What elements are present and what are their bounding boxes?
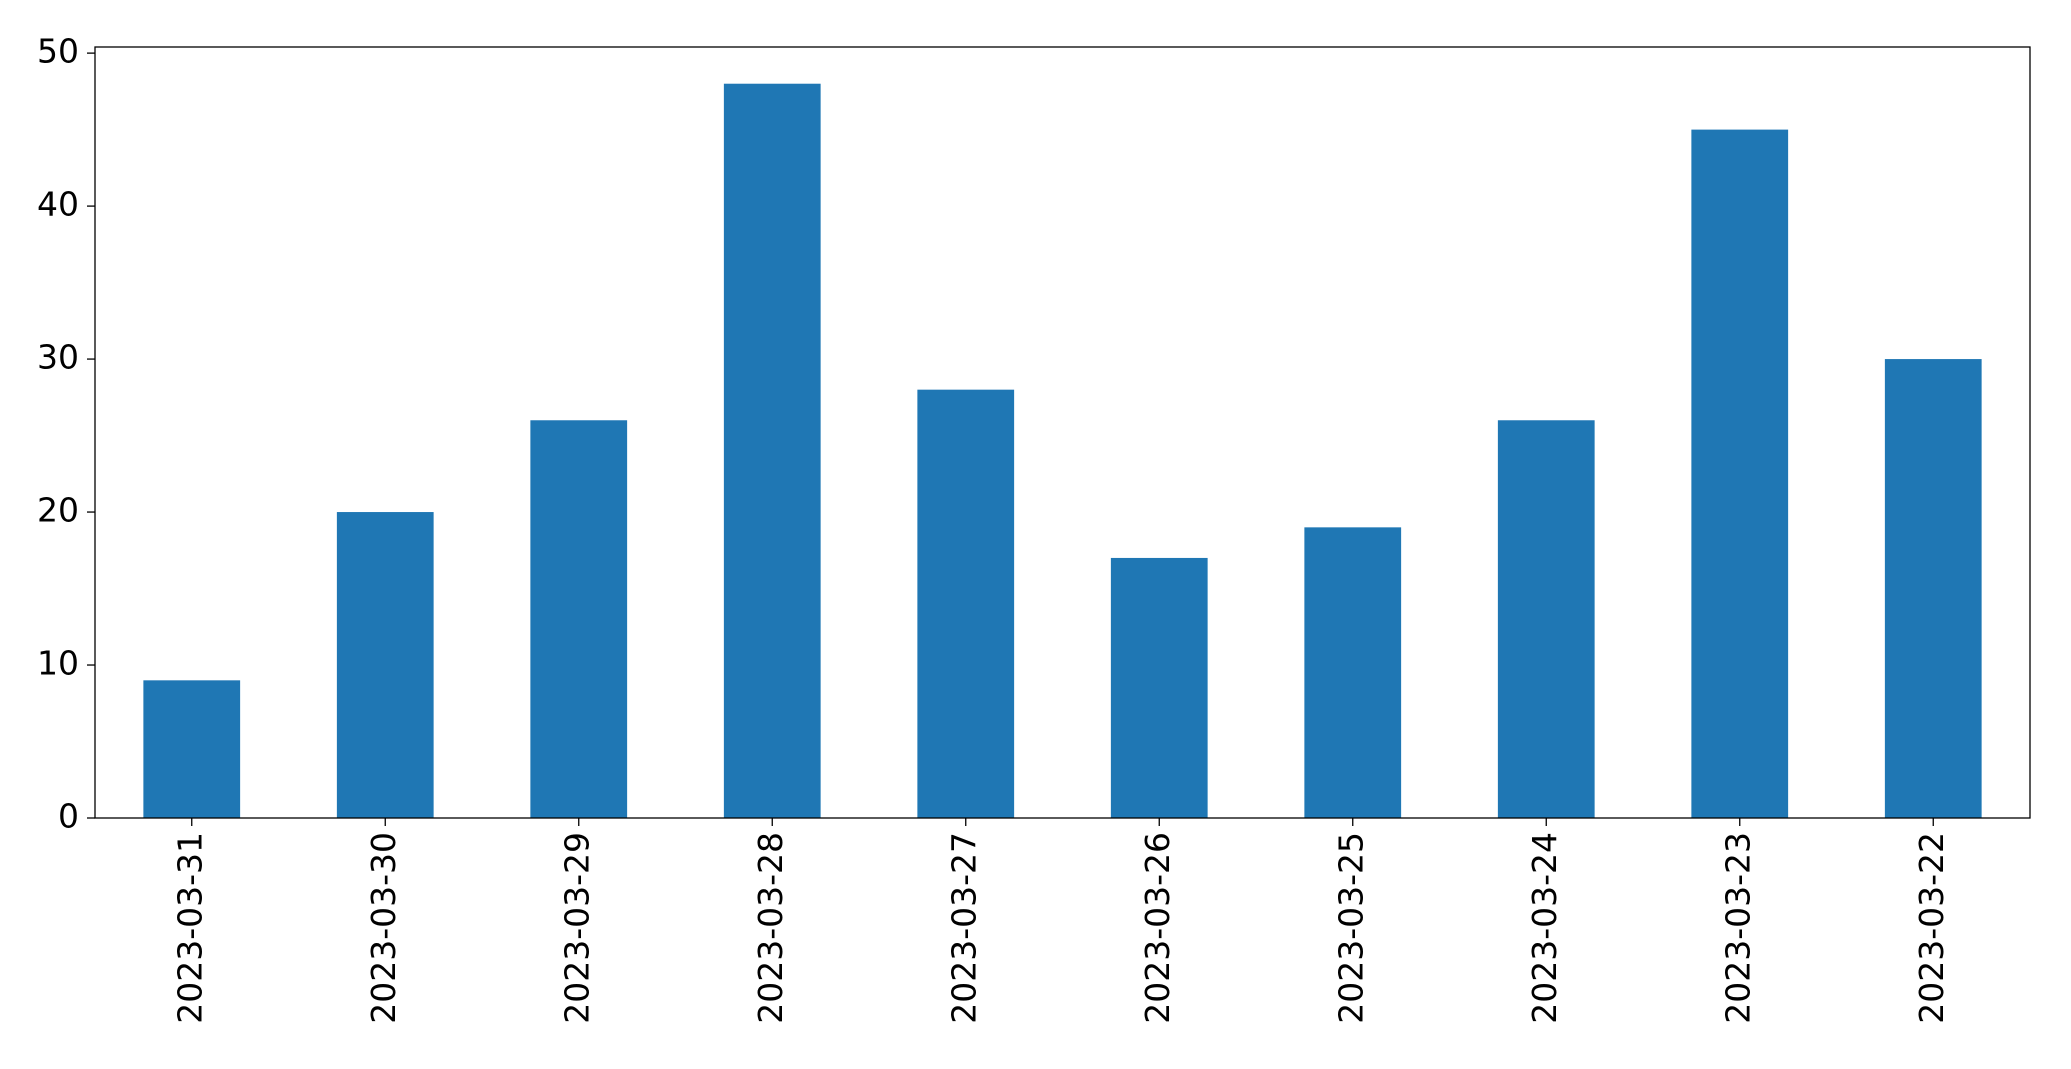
bar xyxy=(1497,420,1595,818)
y-tick-label: 10 xyxy=(37,644,79,683)
x-tick-label: 2023-03-22 xyxy=(1912,832,1951,1024)
x-tick-label: 2023-03-31 xyxy=(170,832,209,1024)
x-tick-label: 2023-03-23 xyxy=(1718,832,1757,1024)
plot-frame xyxy=(94,46,2031,819)
bar xyxy=(336,512,434,818)
bar xyxy=(1304,527,1402,818)
x-tick-label: 2023-03-29 xyxy=(557,832,596,1024)
bar xyxy=(723,83,821,818)
x-tick-label: 2023-03-24 xyxy=(1525,832,1564,1024)
bar xyxy=(1884,359,1982,818)
y-tick-label: 40 xyxy=(37,185,79,224)
x-tick-label: 2023-03-27 xyxy=(944,832,983,1024)
bar xyxy=(530,420,628,818)
x-tick-label: 2023-03-25 xyxy=(1331,832,1370,1024)
y-tick-label: 50 xyxy=(37,32,79,71)
x-tick-label: 2023-03-28 xyxy=(751,832,790,1024)
y-tick-label: 20 xyxy=(37,491,79,530)
y-tick-label: 0 xyxy=(58,797,79,836)
bar xyxy=(1110,557,1208,818)
x-tick-label: 2023-03-30 xyxy=(364,832,403,1024)
bar xyxy=(1691,129,1789,818)
y-tick-label: 30 xyxy=(37,338,79,377)
bar xyxy=(143,680,241,818)
bar xyxy=(917,389,1015,818)
x-tick-label: 2023-03-26 xyxy=(1138,832,1177,1024)
